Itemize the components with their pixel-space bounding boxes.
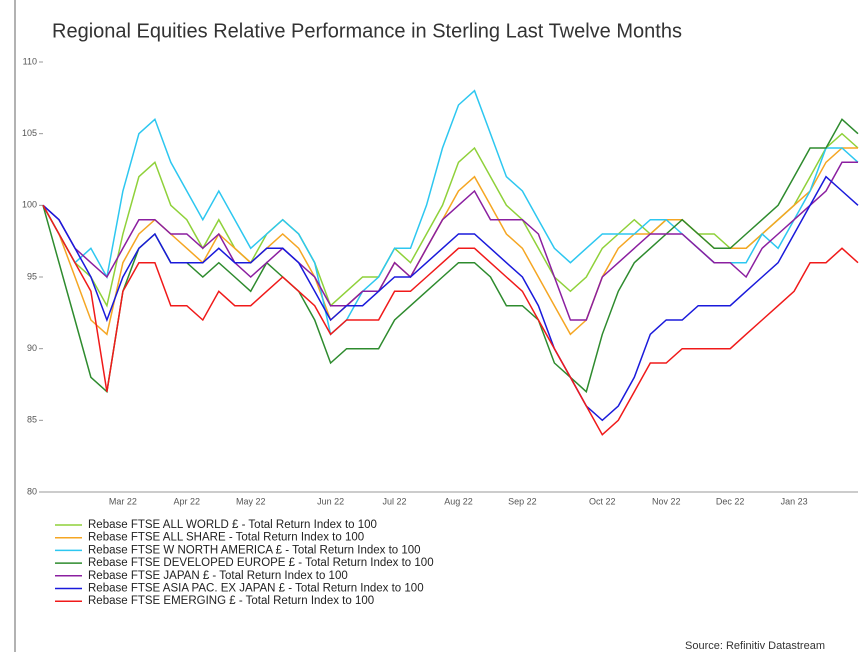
legend-label: Rebase FTSE JAPAN £ - Total Return Index… (88, 570, 348, 582)
x-tick-label: Jun 22 (317, 496, 344, 506)
series-line (42, 161, 858, 321)
chart-title: Regional Equities Relative Performance i… (52, 20, 682, 42)
legend-label: Rebase FTSE EMERGING £ - Total Return In… (88, 595, 374, 607)
series-line (42, 175, 859, 422)
x-tick-label: Dec 22 (716, 496, 745, 506)
legend-label: Rebase FTSE ALL WORLD £ - Total Return I… (88, 519, 377, 531)
legend-label: Rebase FTSE ASIA PAC. EX JAPAN £ - Total… (88, 583, 424, 595)
series-line (42, 132, 859, 308)
x-tick-label: Jul 22 (383, 496, 407, 506)
y-tick-label: 105 (22, 128, 37, 138)
x-tick-label: Oct 22 (589, 496, 616, 506)
x-tick-label: Jan 23 (781, 496, 808, 506)
series-line (42, 204, 859, 436)
source-note: Source: Refinitiv Datastream (685, 640, 825, 652)
y-tick-label: 85 (27, 415, 37, 425)
y-tick-label: 90 (27, 343, 37, 353)
legend-label: Rebase FTSE W NORTH AMERICA £ - Total Re… (88, 544, 421, 556)
legend-label: Rebase FTSE ALL SHARE - Total Return Ind… (88, 532, 364, 544)
x-tick-label: Nov 22 (652, 496, 681, 506)
y-tick-label: 100 (22, 200, 37, 210)
x-tick-label: May 22 (236, 496, 266, 506)
x-tick-label: Mar 22 (109, 496, 137, 506)
x-tick-label: Sep 22 (508, 496, 537, 506)
x-tick-label: Aug 22 (444, 496, 473, 506)
y-tick-label: 80 (27, 486, 37, 496)
y-tick-label: 95 (27, 271, 37, 281)
legend-label: Rebase FTSE DEVELOPED EUROPE £ - Total R… (88, 557, 434, 569)
y-tick-label: 110 (23, 56, 37, 66)
x-tick-label: Apr 22 (174, 496, 201, 506)
